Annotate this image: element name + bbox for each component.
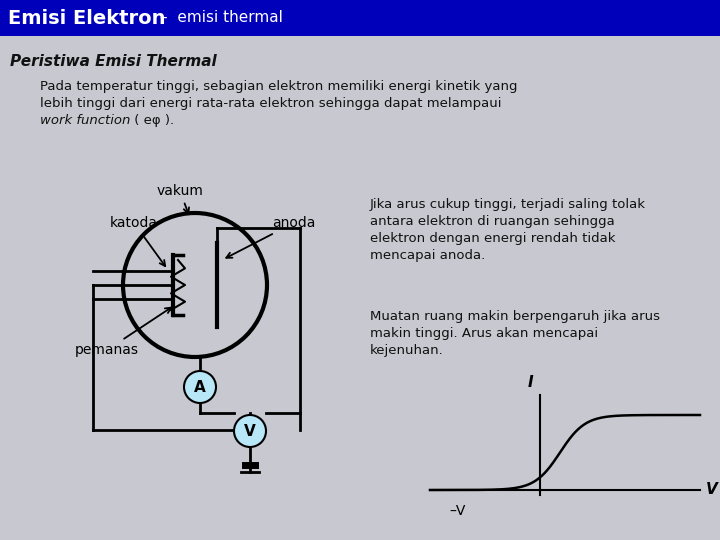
- Text: Peristiwa Emisi Thermal: Peristiwa Emisi Thermal: [10, 54, 217, 69]
- Text: work function: work function: [40, 114, 130, 127]
- Text: V: V: [706, 483, 718, 497]
- Text: vakum: vakum: [156, 184, 204, 213]
- Text: ( eφ ).: ( eφ ).: [130, 114, 174, 127]
- Text: anoda: anoda: [226, 216, 315, 258]
- Text: I: I: [527, 375, 533, 390]
- Circle shape: [234, 415, 266, 447]
- Text: V: V: [244, 423, 256, 438]
- Circle shape: [184, 371, 216, 403]
- Text: katoda: katoda: [110, 216, 165, 266]
- Text: Jika arus cukup tinggi, terjadi saling tolak
antara elektron di ruangan sehingga: Jika arus cukup tinggi, terjadi saling t…: [370, 198, 646, 262]
- Text: Muatan ruang makin berpengaruh jika arus
makin tinggi. Arus akan mencapai
kejenu: Muatan ruang makin berpengaruh jika arus…: [370, 310, 660, 357]
- Text: Pada temperatur tinggi, sebagian elektron memiliki energi kinetik yang: Pada temperatur tinggi, sebagian elektro…: [40, 80, 518, 93]
- Text: –  emisi thermal: – emisi thermal: [160, 10, 283, 25]
- Text: –V: –V: [450, 504, 466, 518]
- Text: Emisi Elektron: Emisi Elektron: [8, 9, 166, 28]
- Text: lebih tinggi dari energi rata-rata elektron sehingga dapat melampaui: lebih tinggi dari energi rata-rata elekt…: [40, 97, 502, 110]
- Text: pemanas: pemanas: [75, 308, 171, 357]
- Bar: [0, 0, 720, 36]
- Text: A: A: [194, 380, 206, 395]
